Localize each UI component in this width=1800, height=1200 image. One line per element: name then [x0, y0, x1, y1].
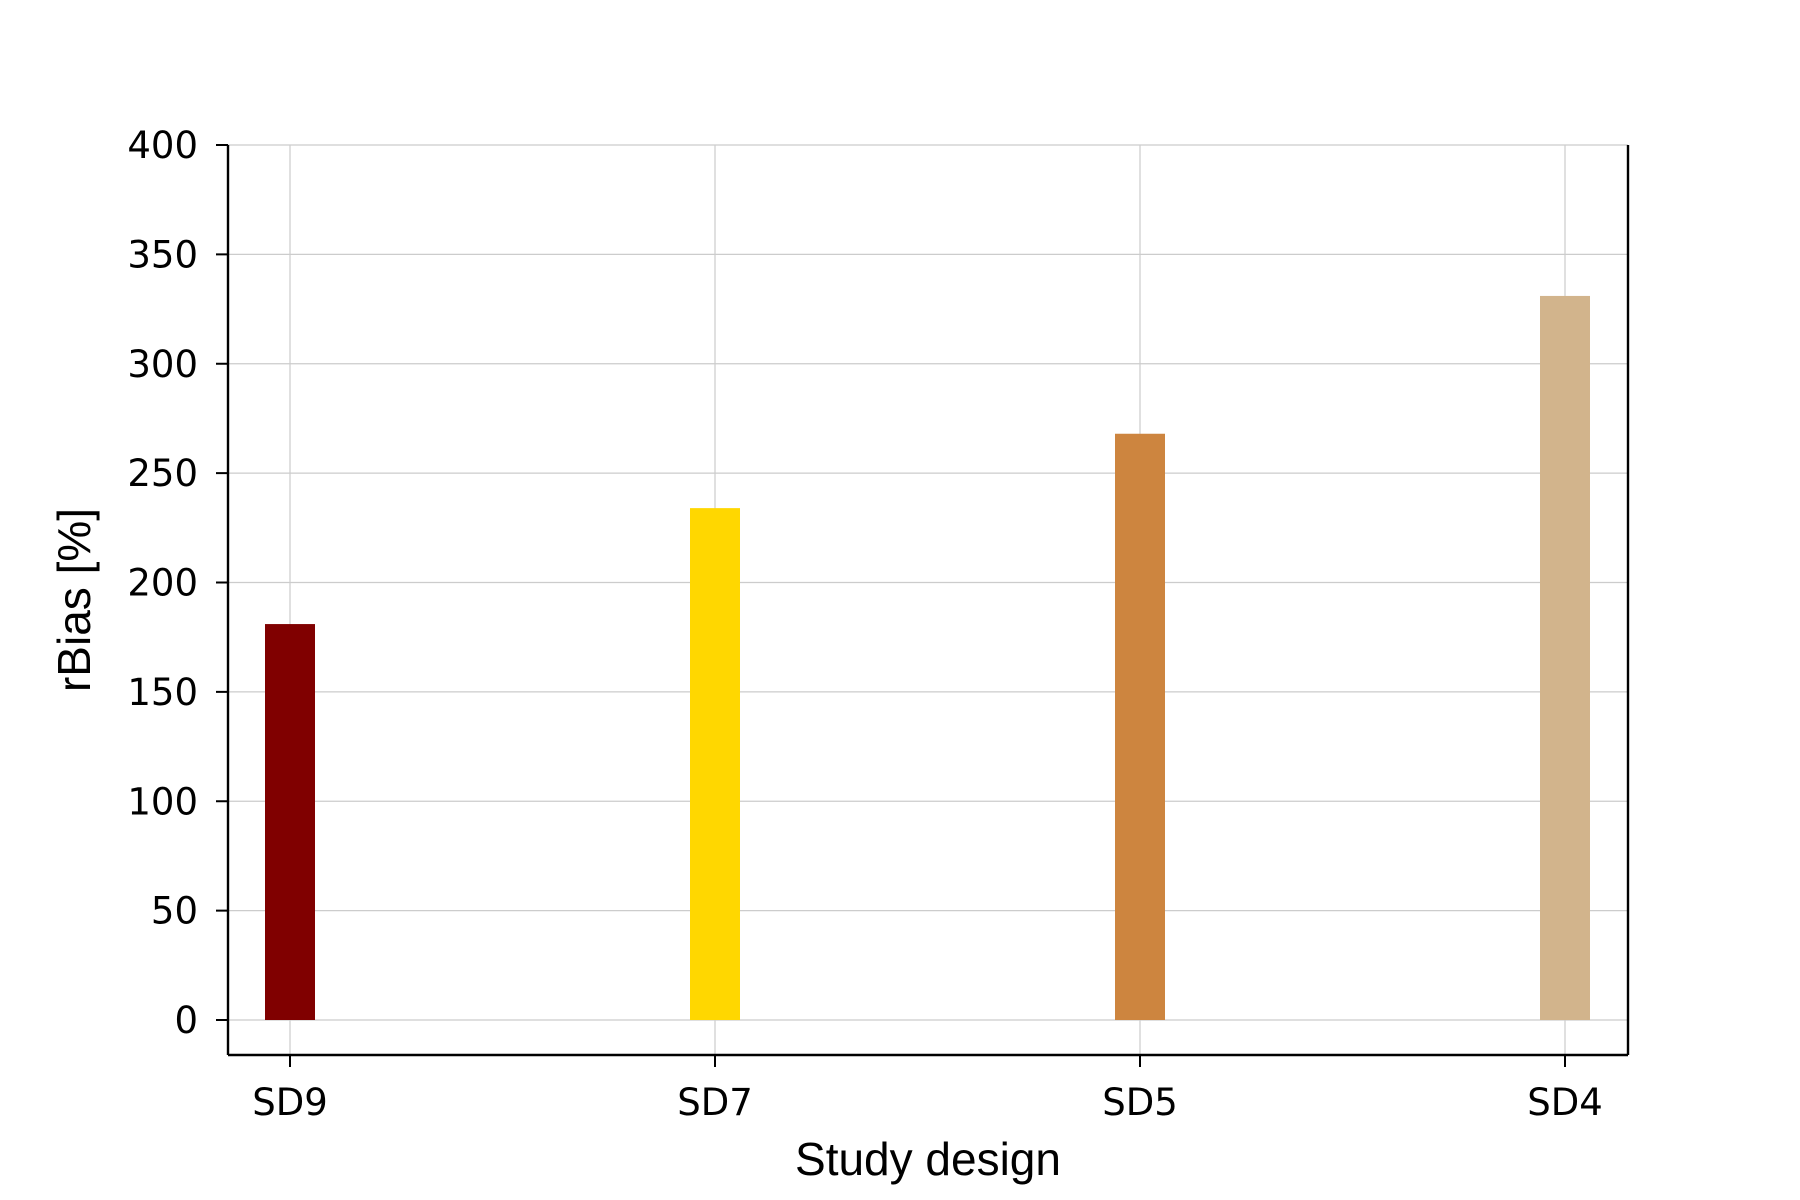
x-tick-label-sd4: SD4	[1527, 1081, 1603, 1124]
bar-sd4	[1540, 295, 1590, 1020]
x-tick-label-sd9: SD9	[252, 1081, 328, 1124]
y-axis-title: rBias [%]	[48, 508, 100, 692]
y-tick-label: 100	[127, 780, 198, 823]
bar-sd5	[1115, 433, 1165, 1020]
y-tick-label: 200	[127, 562, 198, 605]
y-tick-label: 150	[127, 671, 198, 714]
bar-sd7	[690, 508, 740, 1020]
y-tick-label: 300	[127, 343, 198, 386]
x-axis-title: Study design	[795, 1133, 1061, 1185]
ticks: 0 50 100 150 200 250 300 350 400 SD9 SD7 SD5 SD4	[127, 124, 1602, 1124]
bars	[265, 295, 1590, 1020]
grid-lines	[228, 144, 1628, 1055]
y-tick-label: 50	[151, 890, 198, 933]
y-tick-label: 350	[127, 233, 198, 276]
y-tick-label: 250	[127, 452, 198, 495]
bar-sd9	[265, 624, 315, 1020]
x-tick-label-sd5: SD5	[1102, 1081, 1178, 1124]
x-tick-label-sd7: SD7	[677, 1081, 753, 1124]
axes	[226, 145, 1630, 1057]
y-tick-label: 400	[127, 124, 198, 167]
y-tick-label: 0	[174, 999, 198, 1042]
